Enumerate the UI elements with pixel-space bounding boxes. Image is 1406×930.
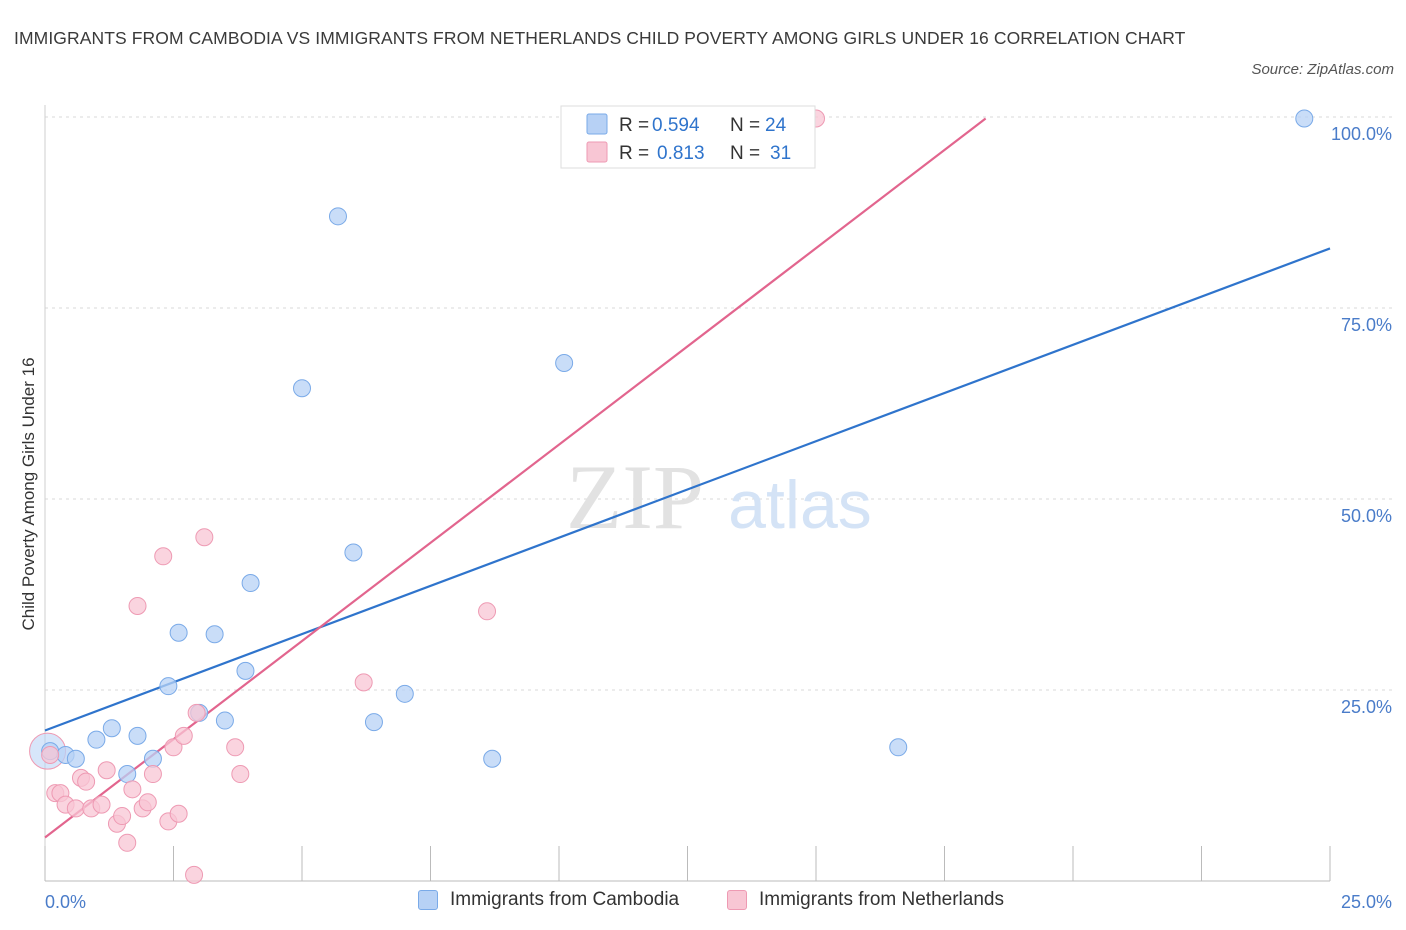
legend-swatch-cambodia [586, 113, 608, 135]
legend-n-cambodia: 24 [765, 115, 787, 136]
y-tick-label: 25.0% [1341, 697, 1392, 717]
legend-n-label: N = [730, 115, 760, 136]
point-cambodia [143, 749, 162, 768]
point-netherlands [231, 765, 250, 784]
legend-r-label: R = [619, 143, 649, 164]
point-netherlands [113, 807, 132, 826]
legend-n-label: N = [730, 143, 760, 164]
point-netherlands [174, 726, 193, 745]
point-netherlands [154, 547, 173, 566]
point-cambodia [344, 543, 363, 562]
point-netherlands [169, 804, 188, 823]
x-tick-label: 25.0% [1341, 892, 1392, 912]
point-netherlands [143, 765, 162, 784]
point-cambodia [128, 726, 147, 745]
legend-r-netherlands: 0.813 [657, 143, 705, 164]
y-tick-label: 50.0% [1341, 506, 1392, 526]
legend-swatch-netherlands [586, 141, 608, 163]
grid [45, 116, 1392, 691]
legend-item-cambodia[interactable]: Immigrants from Cambodia [418, 889, 679, 911]
point-cambodia [241, 574, 260, 593]
point-netherlands [195, 528, 214, 547]
point-netherlands [187, 703, 206, 722]
point-cambodia [1295, 109, 1314, 128]
x-tick-label: 0.0% [45, 892, 86, 912]
point-cambodia [205, 625, 224, 644]
point-netherlands [118, 833, 137, 852]
point-netherlands [354, 673, 373, 692]
point-netherlands [97, 761, 116, 780]
point-netherlands [185, 865, 204, 884]
y-tick-label: 100.0% [1331, 124, 1392, 144]
tick-labels: 25.0% 50.0% 75.0% 100.0% 0.0% 25.0% [45, 124, 1392, 912]
watermark: ZIP atlas [566, 446, 872, 548]
point-cambodia [328, 207, 347, 226]
point-cambodia [215, 711, 234, 730]
chart-title: IMMIGRANTS FROM CAMBODIA VS IMMIGRANTS F… [14, 28, 1186, 48]
point-cambodia [169, 623, 188, 642]
y-tick-label: 75.0% [1341, 315, 1392, 335]
point-netherlands [128, 596, 147, 615]
point-netherlands [66, 799, 85, 818]
point-cambodia [87, 730, 106, 749]
y-axis-label: Child Poverty Among Girls Under 16 [19, 357, 38, 630]
legend-top: R = 0.594 N = 24 R = 0.813 N = 31 [560, 105, 816, 169]
axes [44, 105, 1331, 882]
legend-bottom: Immigrants from Cambodia Immigrants from… [0, 889, 1406, 915]
watermark-atlas: atlas [728, 467, 872, 543]
point-netherlands [138, 793, 157, 812]
point-netherlands [92, 795, 111, 814]
point-netherlands [123, 780, 142, 799]
point-cambodia [483, 749, 502, 768]
point-cambodia [293, 379, 311, 398]
legend-label-cambodia: Immigrants from Cambodia [450, 889, 680, 910]
legend-r-label: R = [619, 115, 649, 136]
data-points [29, 109, 1314, 884]
point-cambodia [395, 684, 414, 703]
point-cambodia [66, 749, 85, 768]
legend-label-netherlands: Immigrants from Netherlands [759, 889, 1004, 910]
point-netherlands [226, 738, 245, 757]
point-netherlands [41, 745, 60, 764]
point-cambodia [555, 354, 574, 373]
point-cambodia [889, 738, 908, 757]
point-cambodia [118, 765, 137, 784]
point-netherlands [478, 602, 497, 621]
legend-r-cambodia: 0.594 [652, 115, 700, 136]
legend-n-netherlands: 31 [770, 143, 791, 164]
source-label: Source: ZipAtlas.com [1251, 61, 1394, 78]
watermark-zip: ZIP [566, 446, 704, 548]
legend-item-netherlands[interactable]: Immigrants from Netherlands [727, 889, 1004, 911]
point-cambodia [364, 713, 383, 732]
point-netherlands [164, 738, 183, 757]
point-cambodia [159, 677, 178, 696]
legend-swatch-netherlands [727, 890, 747, 910]
point-netherlands [77, 772, 96, 791]
legend-swatch-cambodia [418, 890, 438, 910]
trend-line-cambodia [44, 247, 1331, 732]
point-cambodia [236, 661, 255, 680]
point-cambodia [102, 719, 121, 738]
